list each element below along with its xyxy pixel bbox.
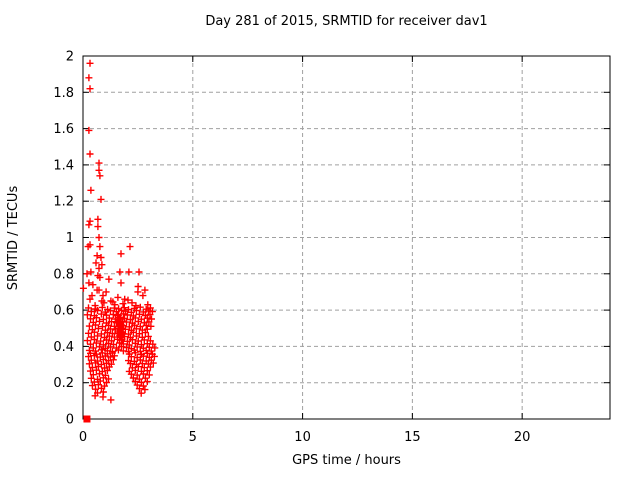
x-tick-label: 0 bbox=[79, 430, 87, 445]
y-tick-label: 0.2 bbox=[53, 376, 74, 391]
y-tick-label: 0.4 bbox=[53, 340, 74, 355]
y-tick-label: 1.6 bbox=[53, 122, 74, 137]
y-tick-label: 0.6 bbox=[53, 304, 74, 319]
x-tick-label: 10 bbox=[294, 430, 311, 445]
square-marker bbox=[83, 415, 91, 423]
y-tick-label: 2 bbox=[66, 50, 74, 65]
scatter-points bbox=[79, 59, 159, 404]
y-tick-label: 1 bbox=[66, 231, 74, 246]
x-tick-label: 15 bbox=[404, 430, 421, 445]
y-tick-label: 0.8 bbox=[53, 267, 74, 282]
x-tick-label: 20 bbox=[514, 430, 531, 445]
y-tick-label: 1.8 bbox=[53, 86, 74, 101]
x-tick-label: 5 bbox=[189, 430, 197, 445]
x-axis-label: GPS time / hours bbox=[292, 453, 401, 468]
y-tick-label: 1.4 bbox=[53, 158, 74, 173]
y-tick-label: 0 bbox=[66, 413, 74, 428]
chart-title: Day 281 of 2015, SRMTID for receiver dav… bbox=[205, 14, 488, 29]
y-tick-label: 1.2 bbox=[53, 195, 74, 210]
